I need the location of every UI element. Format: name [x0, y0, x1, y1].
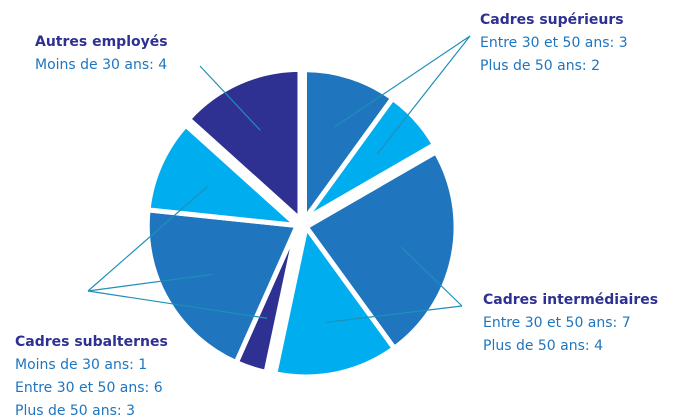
- slice-label: Plus de 50 ans: 3: [15, 403, 135, 419]
- leader-line: [334, 35, 471, 128]
- slice-label: Entre 30 et 50 ans: 7: [483, 315, 631, 331]
- pie-slice: [184, 66, 303, 226]
- pie-slice: [145, 121, 305, 229]
- group-label: Cadres intermédiaires: [483, 292, 658, 308]
- slice-label: Entre 30 et 50 ans: 6: [15, 380, 163, 396]
- leader-line: [199, 65, 261, 131]
- leader-line: [326, 305, 463, 323]
- leader-line: [87, 290, 268, 319]
- pie-slice: [302, 94, 438, 222]
- pie-slice: [302, 67, 397, 228]
- pie-slice: [144, 207, 301, 366]
- slice-label: Plus de 50 ans: 4: [483, 338, 603, 354]
- slice-label: Moins de 30 ans: 4: [35, 57, 167, 73]
- group-label: Cadres subalternes: [15, 334, 168, 350]
- leader-line: [87, 185, 209, 292]
- leader-line: [400, 246, 463, 307]
- leader-line: [87, 273, 213, 292]
- group-label: Cadres supérieurs: [480, 12, 624, 28]
- slice-label: Plus de 50 ans: 2: [480, 58, 600, 74]
- slice-label: Entre 30 et 50 ans: 3: [480, 35, 628, 51]
- slice-label: Moins de 30 ans: 1: [15, 357, 147, 373]
- pie: [144, 66, 459, 380]
- pie-slice: [271, 220, 398, 380]
- leader-line: [376, 35, 471, 155]
- pie-slice: [302, 148, 459, 352]
- group-label: Autres employés: [35, 34, 168, 50]
- leaders: [87, 35, 471, 323]
